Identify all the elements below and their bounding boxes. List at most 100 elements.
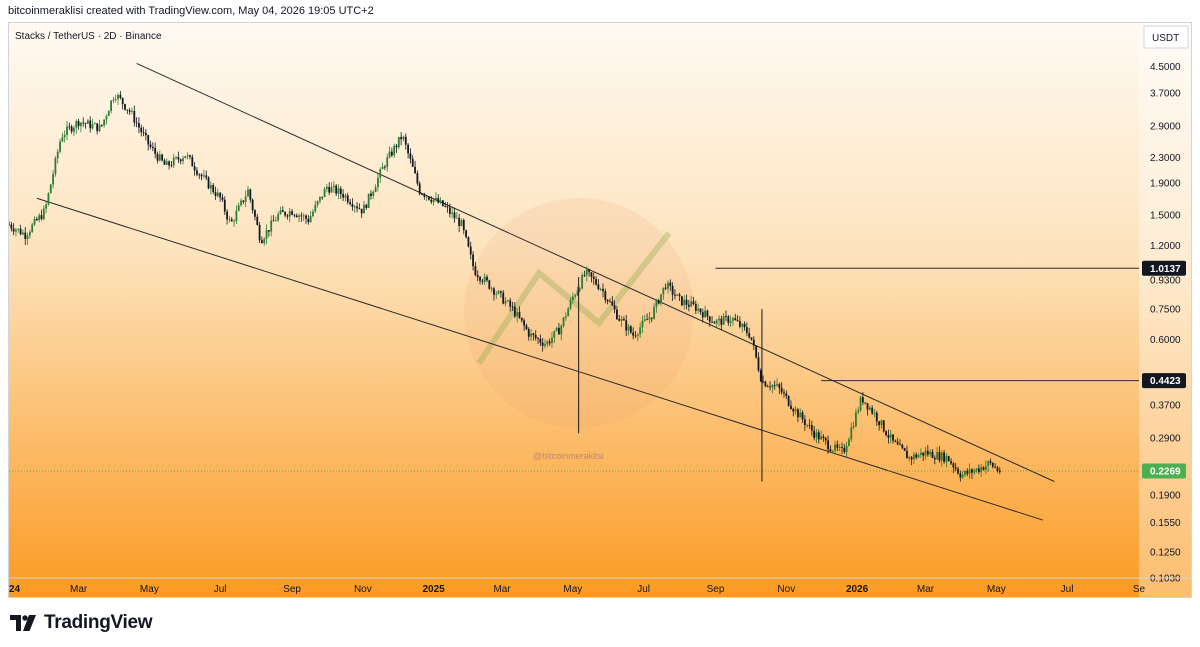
candle [887, 429, 890, 444]
candle-body [263, 238, 266, 244]
candle [604, 288, 607, 304]
x-tick-label: Mar [70, 584, 88, 595]
candle [641, 315, 644, 334]
candle [578, 287, 581, 293]
candle [414, 160, 416, 174]
candle-body [553, 330, 556, 338]
candle [794, 406, 797, 415]
candle-body [223, 199, 226, 212]
candle-body [639, 327, 642, 335]
candle [337, 184, 340, 200]
candle [713, 320, 716, 324]
candle [732, 316, 734, 326]
candle-body [474, 266, 477, 276]
candle-body [792, 408, 795, 412]
candle-body [221, 197, 224, 200]
price-chart[interactable]: 4.5000 3.7000 2.9000 2.3000 1.9000 1.5000 1.20… [9, 23, 1192, 598]
candle [490, 286, 493, 293]
candle-body [722, 315, 725, 325]
candle [701, 308, 704, 323]
candle-body [161, 154, 164, 161]
candle [203, 169, 205, 179]
candle-body [370, 193, 372, 196]
candle [820, 430, 823, 440]
chart-frame[interactable]: 4.5000 3.7000 2.9000 2.3000 1.9000 1.5000 1.20… [8, 22, 1192, 598]
candle-body [298, 215, 300, 218]
candle-body [316, 201, 319, 205]
y-tick-label: 0.1250 [1150, 547, 1181, 558]
candle-body [147, 135, 150, 145]
candle [247, 186, 249, 197]
candle [86, 118, 89, 124]
candle-body [98, 124, 101, 132]
candle-body [725, 315, 727, 317]
candle-body [476, 275, 479, 278]
candle [374, 184, 377, 193]
candle [725, 310, 727, 322]
candle [98, 119, 101, 133]
candle [850, 422, 853, 442]
y-tick-label: 0.3700 [1150, 400, 1181, 411]
candle [859, 396, 862, 412]
candle [938, 446, 941, 463]
candle [22, 229, 24, 236]
candle [813, 425, 816, 441]
candle [776, 378, 778, 387]
candle [583, 270, 586, 277]
y-tick-label: 0.1550 [1150, 518, 1181, 529]
candle-body [154, 148, 157, 154]
candle-body [128, 110, 131, 112]
candle [455, 211, 458, 219]
candle-body [196, 170, 198, 175]
candle-body [769, 386, 771, 388]
candle-body [982, 467, 985, 470]
candle [711, 316, 713, 324]
candle [741, 322, 744, 333]
candle [595, 275, 597, 286]
candle [894, 439, 897, 443]
candle [773, 380, 776, 390]
candle [351, 198, 354, 211]
candle-body [866, 403, 869, 410]
candle-body [936, 452, 939, 460]
candle-body [546, 341, 549, 345]
time-axis[interactable]: 24 Mar May Jul Sep Nov 2025 Mar May Jul Sep Nov 2026… [9, 577, 1192, 595]
watermark-arrow-icon [476, 231, 672, 365]
candle-body [748, 333, 751, 338]
candle-body [808, 424, 811, 426]
candle [332, 180, 335, 193]
candle [745, 322, 748, 337]
candle-body [339, 188, 342, 195]
candle [913, 451, 915, 464]
candle-body [56, 151, 59, 159]
candle [632, 327, 635, 340]
price-axis[interactable]: 4.5000 3.7000 2.9000 2.3000 1.9000 1.5000 1.20… [1142, 62, 1186, 585]
candle-body [678, 294, 681, 297]
candle-body [648, 317, 651, 320]
candle [532, 332, 535, 341]
candle [59, 138, 61, 154]
candle-body [309, 216, 312, 223]
candle [70, 124, 73, 134]
candle-body [465, 230, 468, 238]
candle-body [544, 344, 546, 346]
candle-body [455, 217, 458, 219]
candle-body [205, 175, 208, 178]
candle-body [110, 100, 112, 112]
candle [752, 336, 755, 351]
candle-body [971, 469, 973, 473]
candle-body [592, 276, 595, 280]
candle-body [634, 335, 637, 337]
candle [539, 334, 542, 346]
tradingview-logo[interactable]: TradingView [10, 612, 153, 634]
candle [982, 466, 985, 471]
candle [882, 420, 885, 433]
trendlines [36, 62, 1055, 521]
candle [31, 222, 34, 234]
candle-body [323, 188, 326, 198]
candle-body [421, 193, 423, 195]
candle-body [328, 186, 331, 193]
candle-body [588, 269, 590, 273]
candle [105, 114, 108, 125]
chart-background [9, 23, 1191, 597]
